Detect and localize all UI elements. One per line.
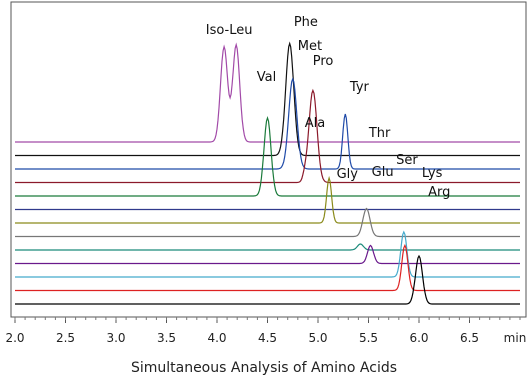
x-tick-label: 2.0 — [5, 331, 24, 345]
peak-label: Arg — [428, 185, 450, 200]
trace-6 — [15, 175, 520, 224]
peak-label: Thr — [368, 126, 391, 141]
x-tick-label: 6.5 — [460, 331, 479, 345]
traces — [15, 41, 520, 305]
peak-label: Ala — [305, 116, 325, 131]
peak-label: Glu — [372, 165, 394, 180]
trace-11 — [15, 244, 520, 292]
trace-4 — [15, 116, 520, 197]
peak-label: Lys — [422, 166, 443, 181]
x-tick-label: 2.5 — [56, 331, 75, 345]
x-axis-title: Simultaneous Analysis of Amino Acids — [131, 360, 397, 376]
trace-2 — [15, 77, 520, 170]
trace-9 — [15, 244, 520, 265]
peak-label: Gly — [337, 167, 359, 182]
peak-label: Tyr — [349, 80, 370, 95]
trace-8 — [15, 243, 520, 251]
plot-frame — [10, 1, 527, 318]
trace-1 — [15, 41, 520, 157]
trace-0 — [15, 42, 520, 143]
x-tick-label: 3.5 — [157, 331, 176, 345]
peak-label: Ser — [396, 153, 418, 168]
peak-label: Iso-Leu — [206, 23, 253, 38]
peak-label: Val — [257, 70, 276, 85]
x-tick-label: 4.0 — [207, 331, 226, 345]
x-unit-label: min — [504, 331, 527, 345]
trace-7 — [15, 207, 520, 238]
x-tick-label: 5.0 — [308, 331, 327, 345]
trace-12 — [15, 254, 520, 305]
peak-label: Pro — [313, 54, 334, 69]
peak-label: Met — [298, 39, 322, 54]
trace-10 — [15, 230, 520, 278]
trace-3 — [15, 88, 520, 184]
x-tick-label: 3.0 — [106, 331, 125, 345]
x-tick-label: 4.5 — [258, 331, 277, 345]
x-axis: 2.0 2.5 3.0 3.5 4.0 4.5 5.0 5.5 6.0 6.5 min — [5, 317, 526, 345]
peak-label: Phe — [294, 15, 318, 30]
x-tick-label: 5.5 — [359, 331, 378, 345]
x-tick-label: 6.0 — [409, 331, 428, 345]
